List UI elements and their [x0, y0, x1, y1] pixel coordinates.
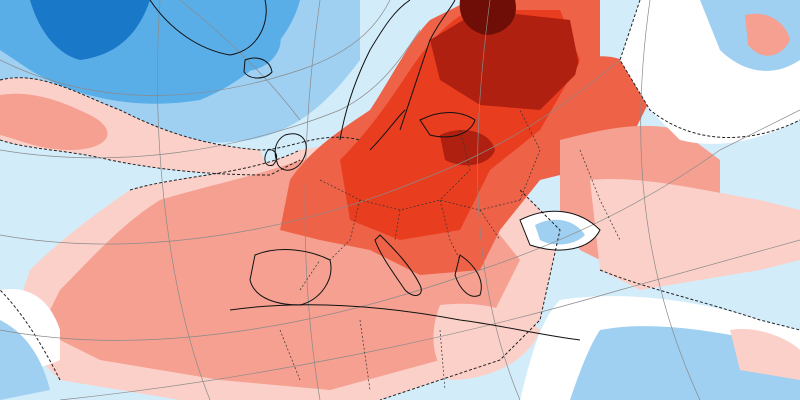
black-sea-coastline [519, 210, 601, 251]
eastern-europe-warm-anomaly [560, 56, 800, 290]
north-africa-coastline [229, 304, 581, 341]
coastlines [149, 0, 601, 341]
greece-balkan-coastline [454, 254, 482, 297]
central-europe-heat-anomaly [280, 0, 650, 275]
british-isles-coastline [264, 133, 307, 171]
scandinavia-coastline [339, 0, 456, 151]
greenland-coastline [149, 0, 267, 56]
baltic-coastline [419, 112, 476, 138]
southern-cool-anomaly [0, 289, 800, 400]
country-borders [279, 109, 621, 391]
iceland-coastline [243, 57, 273, 79]
italy-coastline [374, 234, 422, 296]
atlantic-warm-band [0, 77, 270, 175]
northeast-cool-anomaly [620, 0, 800, 144]
iberia-coastline [249, 249, 332, 306]
